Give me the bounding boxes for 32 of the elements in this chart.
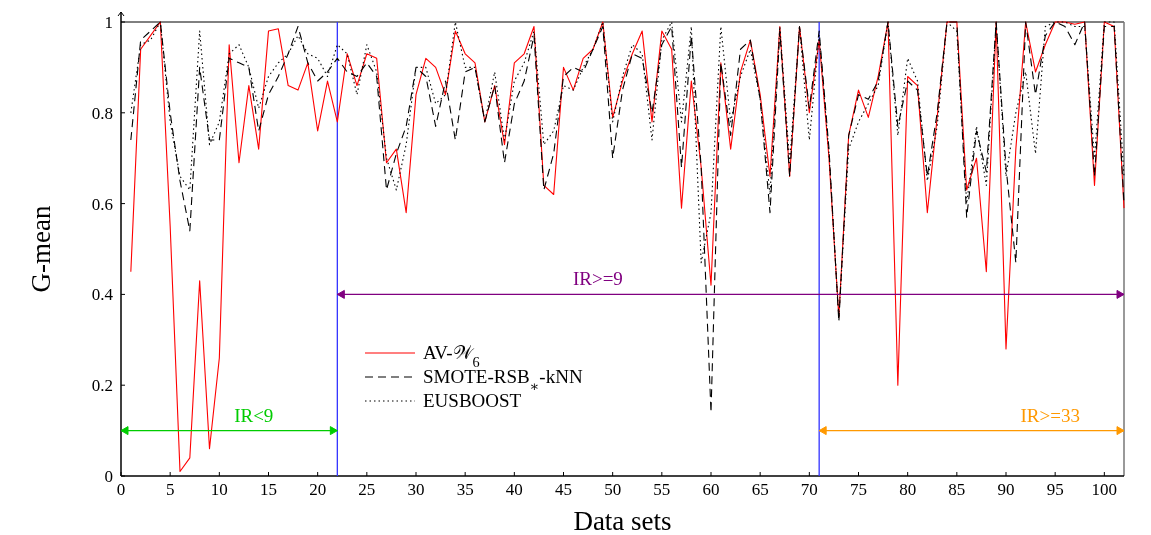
x-tick-label: 25: [358, 480, 376, 499]
x-tick-label: 75: [850, 480, 867, 499]
y-tick-label: 0.4: [91, 285, 114, 305]
y-tick-label: 0.8: [91, 103, 113, 123]
x-tick-label: 20: [309, 480, 327, 499]
annotation: IR>=33: [1020, 404, 1080, 426]
x-tick-label: 5: [165, 480, 175, 499]
x-axis-title: Data sets: [573, 506, 672, 535]
x-tick-label: 0: [116, 480, 126, 499]
x-tick-label: 70: [800, 480, 818, 499]
x-tick-label: 60: [702, 480, 720, 499]
y-tick-label: 1: [104, 13, 113, 32]
x-tick-label: 55: [653, 480, 671, 499]
x-tick-label: 45: [555, 480, 572, 499]
x-tick-label: 90: [997, 480, 1015, 499]
x-tick-label: 85: [948, 480, 966, 499]
y-tick-label: 0.6: [91, 194, 113, 214]
x-tick-label: 15: [260, 480, 277, 499]
y-axis-title: G-mean: [26, 205, 56, 293]
x-tick-label: 40: [505, 480, 523, 499]
x-tick-label: 95: [1046, 480, 1064, 499]
y-tick-label: 0: [104, 467, 113, 486]
annotation: IR>=9: [572, 268, 623, 290]
x-tick-label: 10: [210, 480, 228, 499]
x-tick-label: 65: [751, 480, 769, 499]
y-tick-label: 0.2: [91, 376, 113, 396]
x-tick-label: 35: [456, 480, 474, 499]
x-tick-label: 80: [899, 480, 917, 499]
x-tick-label: 30: [407, 480, 425, 499]
annotation: IR<9: [234, 404, 274, 426]
x-tick-label: 100: [1091, 480, 1118, 499]
x-tick-label: 50: [604, 480, 622, 499]
